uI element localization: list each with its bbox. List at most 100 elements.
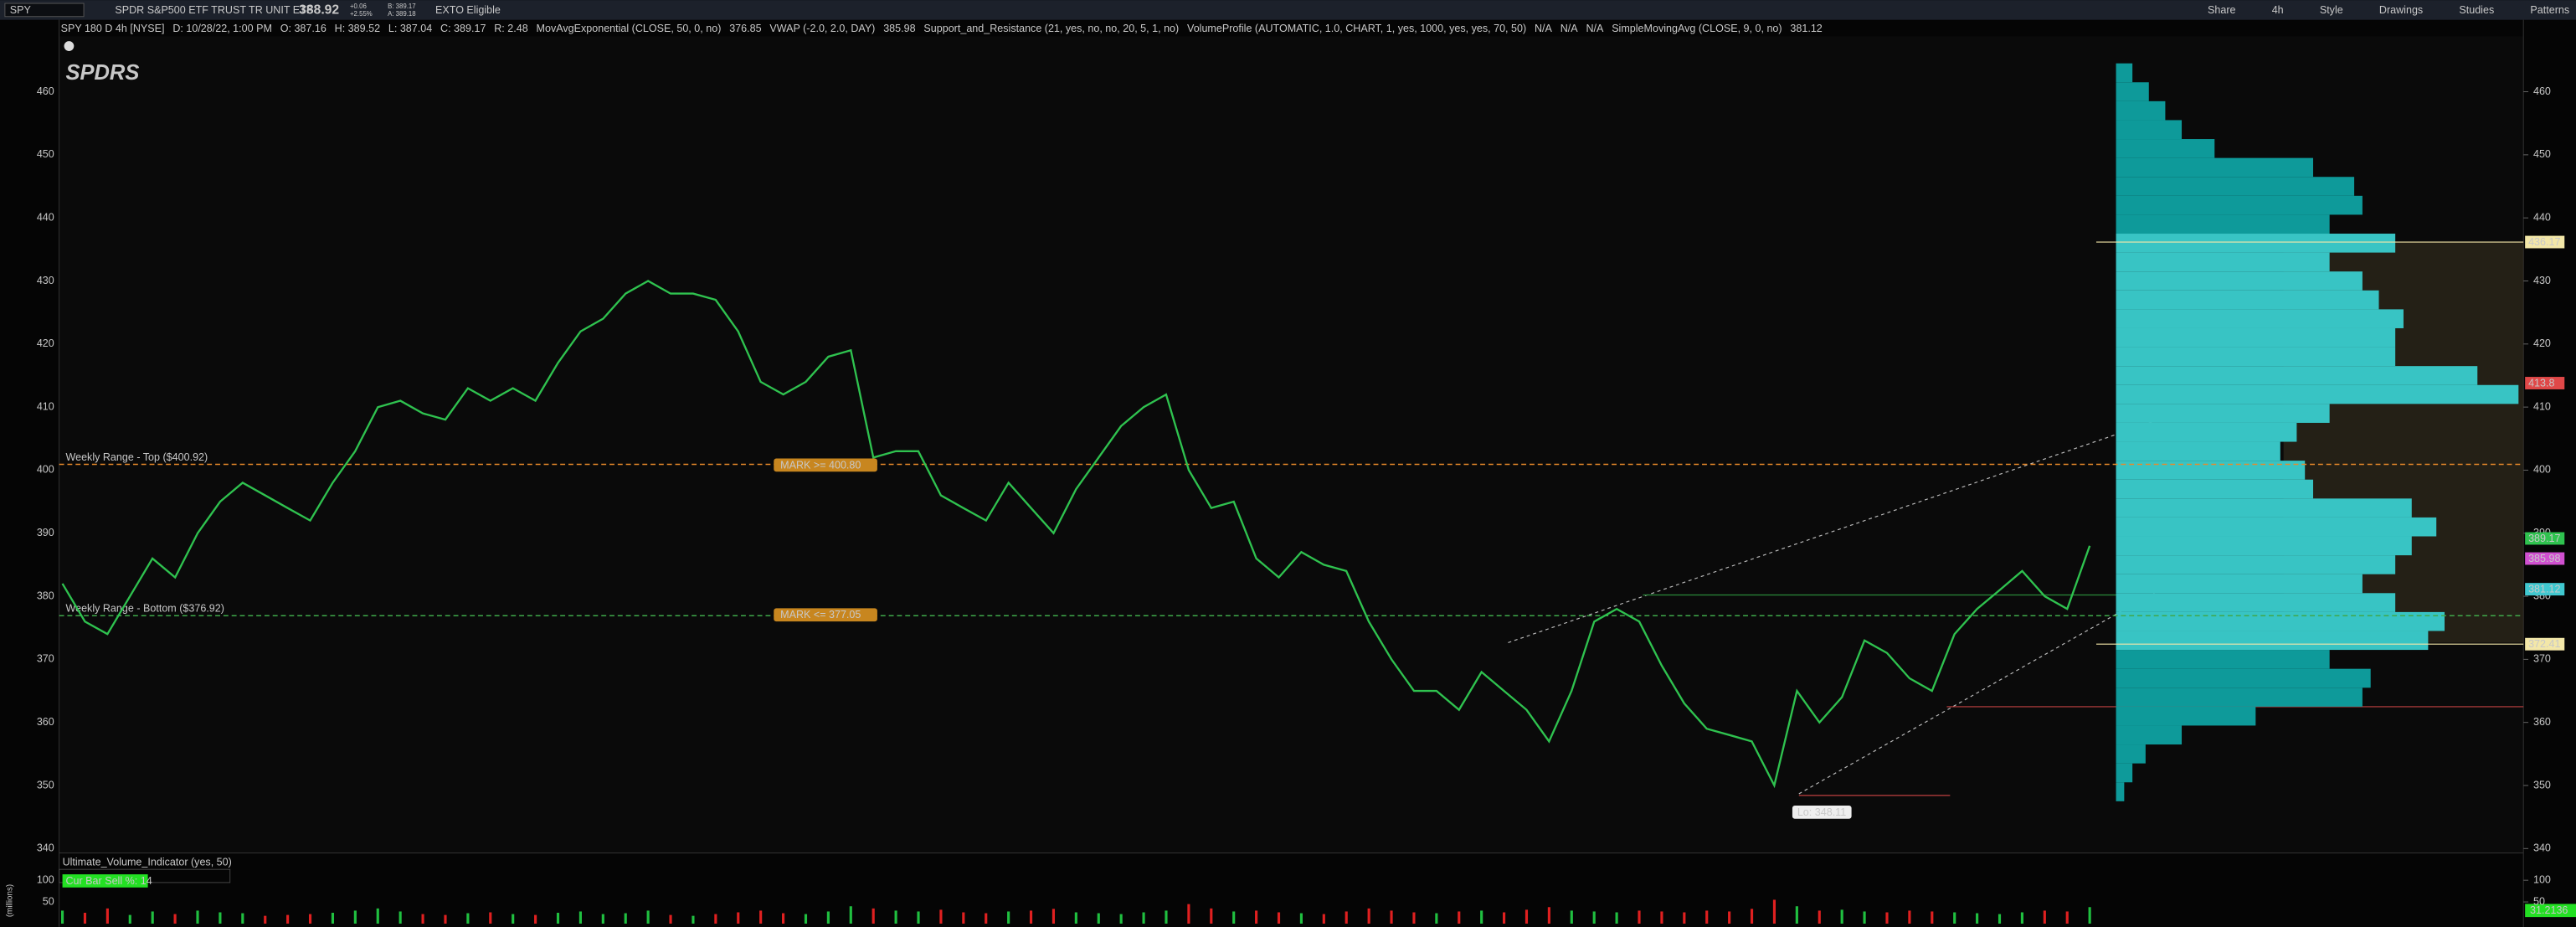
volume-bar: [1232, 911, 1236, 924]
volume-profile-bar: [2116, 574, 2363, 594]
volume-bar: [917, 911, 920, 924]
info-icon[interactable]: [64, 41, 75, 51]
toolbar-button[interactable]: Studies: [2459, 4, 2494, 16]
symbol-box[interactable]: [4, 3, 85, 18]
price-badge-label: 413.8: [2528, 377, 2554, 389]
y-tick-label: 440: [2533, 211, 2551, 223]
volume-bar: [1818, 910, 1821, 924]
watermark: SPDRS: [65, 61, 139, 85]
y-tick-label: 370: [37, 653, 54, 665]
price-badge: [2525, 552, 2565, 565]
volume-bar: [1277, 912, 1281, 924]
volume-profile-bar: [2116, 688, 2363, 707]
volume-bar: [534, 914, 537, 924]
study-label: N/A: [1586, 23, 1604, 34]
y-tick-label: 450: [37, 148, 54, 160]
symbol[interactable]: SPY: [10, 4, 32, 16]
volume-bar: [398, 911, 402, 924]
toolbar-button[interactable]: Patterns: [2530, 4, 2569, 16]
volume-bar: [669, 914, 672, 924]
volume-profile-bar: [2116, 384, 2519, 404]
volume-profile-bar: [2116, 347, 2396, 367]
volume-bar: [624, 913, 627, 924]
volume-bar: [1931, 911, 1934, 924]
volume-bar: [646, 910, 650, 924]
y-tick-label: 430: [2533, 275, 2551, 286]
y-tick-label: 340: [37, 842, 54, 854]
volume-bar: [2088, 907, 2091, 924]
volume-bar: [1592, 911, 1596, 924]
volume-bar: [1840, 909, 1843, 924]
y-tick-label: 460: [2533, 85, 2551, 97]
volume-bar: [1795, 906, 1798, 924]
study-label: SimpleMovingAvg (CLOSE, 9, 0, no): [1612, 23, 1782, 34]
volume-tick-label: 100: [37, 873, 54, 885]
volume-bar: [1908, 910, 1911, 924]
level-label: Weekly Range - Bottom ($376.92): [65, 603, 224, 615]
volume-bar: [782, 913, 785, 924]
volume-profile-bar: [2116, 63, 2133, 83]
change-pct: +2.55%: [350, 10, 373, 18]
volume-bar: [1210, 908, 1213, 924]
volume-tick-label: 100: [2533, 873, 2551, 885]
study-label: L: 387.04: [388, 23, 432, 34]
volume-profile-bar: [2116, 271, 2363, 291]
volume-bar: [1772, 899, 1776, 924]
y-tick-label: 350: [2533, 779, 2551, 791]
study-label: VWAP (-2.0, 2.0, DAY): [769, 23, 875, 34]
volume-bar: [1412, 912, 1416, 924]
price-badge: [2525, 235, 2565, 249]
volume-bar: [1885, 912, 1889, 924]
toolbar-buttons: Patterns Studies Drawings Style 4h Share: [2208, 4, 2569, 16]
volume-bar: [61, 910, 64, 924]
y-tick-label: 340: [2533, 842, 2551, 854]
volume-profile-bar: [2116, 555, 2396, 574]
study-label: N/A: [1561, 23, 1579, 34]
study-label: O: 387.16: [280, 23, 326, 34]
price-badge-label: 389.17: [2528, 533, 2560, 544]
volume-profile-bar: [2116, 139, 2215, 158]
study-label: 385.98: [883, 23, 915, 34]
toolbar-button[interactable]: Drawings: [2379, 4, 2423, 16]
volume-bar: [1435, 913, 1438, 924]
volume-bar: [331, 913, 335, 924]
volume-bar: [1165, 910, 1168, 924]
y-tick-label: 350: [37, 779, 54, 791]
volume-profile-bar: [2116, 611, 2445, 631]
volume-bar: [444, 914, 447, 924]
volume-bar: [151, 911, 154, 924]
volume-title: Ultimate_Volume_Indicator (yes, 50): [63, 857, 232, 868]
study-label: D: 10/28/22, 1:00 PM: [172, 23, 272, 34]
price-badge-label: 436.17: [2528, 236, 2560, 248]
bid: B: 389.17: [388, 3, 416, 10]
volume-profile-bar: [2116, 157, 2314, 178]
volume-bar: [376, 908, 379, 924]
volume-profile-bar: [2116, 252, 2330, 272]
volume-bar: [1728, 911, 1731, 924]
y-tick-label: 380: [37, 590, 54, 601]
volume-profile-bar: [2116, 536, 2412, 556]
volume-bar: [1750, 909, 1754, 924]
volume-profile-bar: [2116, 100, 2166, 121]
mark-bubble: [774, 608, 877, 622]
low-bubble: [1792, 806, 1852, 819]
toolbar-button[interactable]: Share: [2208, 4, 2236, 16]
volume-bar: [1322, 914, 1325, 924]
volume-bar: [1998, 914, 2002, 924]
toolbar-button[interactable]: 4h: [2272, 4, 2284, 16]
y-tick-label: 440: [37, 211, 54, 223]
volume-bar: [1705, 910, 1709, 924]
volume-profile-bar: [2116, 422, 2297, 442]
volume-bar: [83, 913, 87, 924]
volume-bar: [985, 913, 988, 924]
volume-profile-bar: [2116, 366, 2478, 385]
volume-bar: [1142, 912, 1145, 924]
volume-bar: [353, 910, 357, 924]
volume-profile-bar: [2116, 479, 2314, 499]
volume-bar: [264, 915, 267, 924]
volume-bar: [1007, 911, 1010, 924]
toolbar-button[interactable]: Style: [2320, 4, 2343, 16]
volume-profile-bar: [2116, 177, 2355, 196]
study-label: C: 389.17: [440, 23, 486, 34]
